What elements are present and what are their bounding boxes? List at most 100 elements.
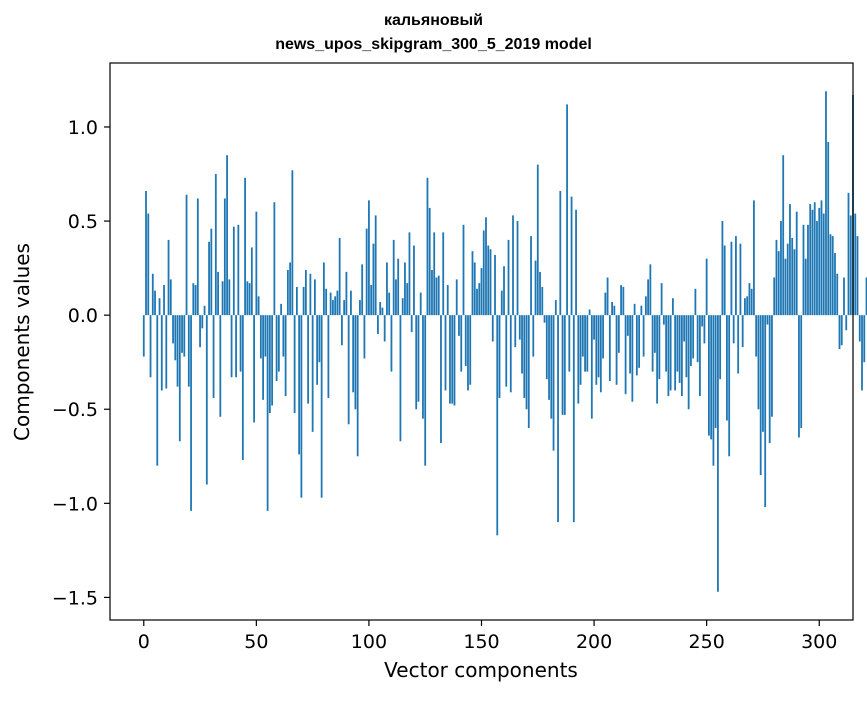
bar <box>505 315 508 387</box>
bar <box>847 192 850 316</box>
bar <box>518 315 521 340</box>
bar <box>780 221 782 316</box>
bar <box>829 234 832 316</box>
bar <box>730 241 733 316</box>
bar <box>156 315 159 466</box>
bar <box>784 258 787 316</box>
bar <box>644 296 647 316</box>
bar <box>329 292 332 316</box>
bar <box>845 315 848 331</box>
bar <box>708 315 710 436</box>
bar <box>622 286 625 316</box>
bar <box>212 315 215 398</box>
bar <box>167 239 170 316</box>
bar <box>642 315 645 357</box>
bar <box>300 315 303 498</box>
bar <box>268 315 271 414</box>
x-tick-label: 300 <box>801 631 837 653</box>
bar <box>735 236 737 316</box>
bar <box>255 211 258 316</box>
bar <box>390 315 393 372</box>
bar <box>525 315 528 410</box>
bar <box>307 315 310 404</box>
bar <box>800 315 803 429</box>
bar <box>201 315 204 329</box>
bar <box>446 285 449 316</box>
bar <box>241 315 244 461</box>
bar <box>741 315 744 348</box>
bar <box>473 262 476 316</box>
bar <box>757 315 760 410</box>
bar <box>163 285 165 316</box>
bar <box>577 315 580 404</box>
bar <box>789 204 791 316</box>
x-tick-label: 150 <box>463 631 499 653</box>
bar <box>221 281 224 316</box>
bar <box>802 224 805 316</box>
bar <box>302 286 305 316</box>
bar <box>462 224 465 316</box>
bar <box>190 315 192 511</box>
bar <box>548 315 550 400</box>
bar <box>368 200 370 316</box>
bar <box>840 315 843 346</box>
bar <box>264 315 267 357</box>
bar <box>563 315 566 415</box>
bar <box>313 279 316 316</box>
bar <box>343 300 346 316</box>
bar <box>413 245 415 316</box>
bar <box>259 315 262 359</box>
bar <box>286 269 289 316</box>
bar <box>579 315 582 385</box>
bar <box>786 243 789 316</box>
bar <box>304 269 307 316</box>
x-tick-label: 200 <box>576 631 612 653</box>
bar <box>662 315 665 325</box>
bar <box>196 198 199 316</box>
bar <box>262 315 264 400</box>
x-tick-label: 50 <box>244 631 268 653</box>
bar <box>570 196 573 316</box>
bar <box>660 283 663 316</box>
bar <box>494 254 496 316</box>
bar <box>696 315 699 363</box>
bar <box>626 315 629 336</box>
bar <box>464 315 467 366</box>
bar <box>856 236 859 316</box>
bar <box>739 243 742 316</box>
bar <box>230 315 233 378</box>
bar <box>854 213 857 316</box>
bar <box>449 315 451 404</box>
bar <box>586 315 589 372</box>
bar <box>347 315 350 425</box>
bar <box>404 262 406 316</box>
bar <box>653 315 656 353</box>
bar <box>178 315 181 442</box>
bar <box>737 315 740 374</box>
bar <box>818 207 821 316</box>
bar <box>401 298 404 316</box>
y-tick-label: 1.0 <box>68 117 98 139</box>
bar <box>647 279 650 316</box>
bar <box>545 315 548 380</box>
plot-frame <box>109 62 854 621</box>
bar <box>485 217 487 316</box>
bar <box>631 315 634 402</box>
bar <box>750 288 753 316</box>
bar <box>383 315 386 342</box>
bar <box>638 315 641 368</box>
bar <box>280 303 283 316</box>
bar <box>651 315 654 372</box>
bar <box>858 315 861 342</box>
bar <box>602 315 604 359</box>
bar <box>683 315 686 342</box>
bar <box>728 315 731 457</box>
bar <box>838 315 841 350</box>
bar <box>341 315 343 346</box>
chart-title-line-2: news_upos_skipgram_300_5_2019 model <box>275 36 592 53</box>
bar <box>158 298 161 316</box>
bar <box>451 315 454 404</box>
bar <box>811 209 814 316</box>
x-tick-label: 0 <box>138 631 150 653</box>
